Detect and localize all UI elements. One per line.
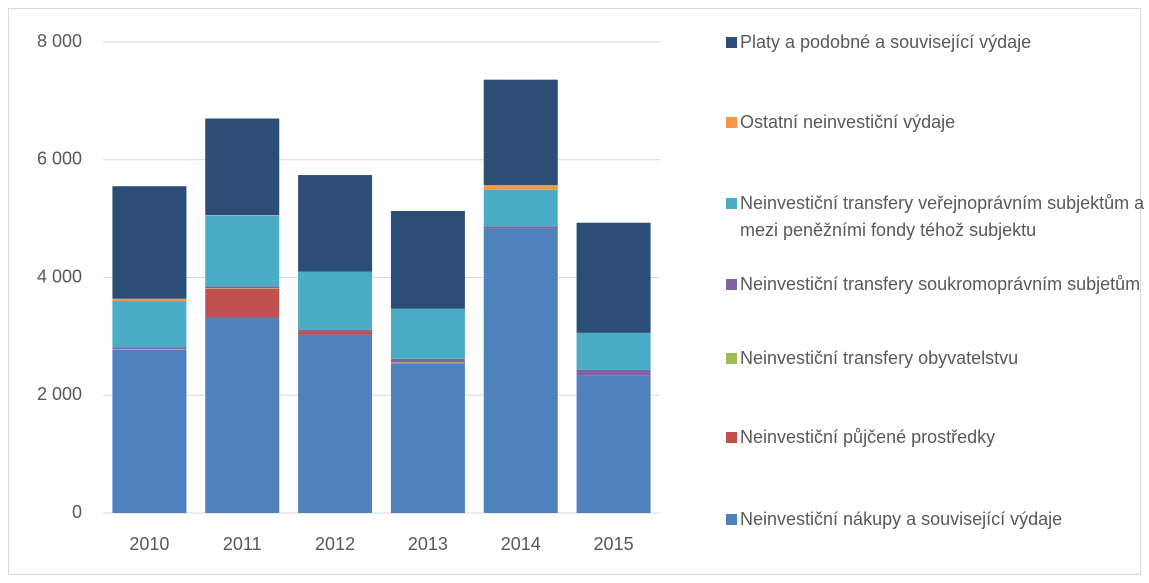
chart-border [8,8,1141,575]
x-tick-label: 2011 [223,534,262,554]
y-tick-label: 8 000 [37,31,82,51]
bar-segment [205,317,280,513]
legend-label: Neinvestiční půjčené prostředky [740,427,996,447]
y-tick-label: 4 000 [37,266,82,286]
bar-segment [298,331,373,335]
legend-label: Neinvestiční transfery soukromoprávním s… [740,274,1141,294]
bar-segment [205,215,280,287]
bar-segment [483,228,558,514]
bar-segment [112,301,187,348]
bar-segment [112,186,187,299]
bar-segment [112,347,187,350]
bar-segment [205,288,280,289]
x-tick-label: 2013 [408,534,448,554]
bar-segment [390,308,465,359]
bar-segment [576,332,651,370]
legend-swatch [726,353,737,364]
bar-segment [483,185,558,190]
legend-swatch [726,117,737,128]
x-tick-label: 2014 [501,534,541,554]
bar-segment [483,189,558,227]
legend-label: Neinvestiční transfery veřejnoprávním su… [740,193,1145,240]
y-tick-label: 6 000 [37,149,82,169]
bar-segment [390,358,465,363]
bar-segment [205,288,280,318]
legend-swatch [726,279,737,290]
bar-segment [576,222,651,333]
y-tick-label: 0 [72,502,82,522]
legend-swatch [726,37,737,48]
legend-label: Ostatní neinvestiční výdaje [740,112,956,132]
bar-segment [298,175,373,272]
legend-swatch [726,198,737,209]
bar-segment [205,118,280,216]
bar-segment [112,298,187,302]
bar-segment [112,349,187,513]
bar-segment [483,79,558,186]
bar-segment [483,226,558,229]
bar-segment [576,369,651,376]
legend-swatch [726,432,737,443]
bar-segment [298,329,373,332]
bar-segment [298,334,373,513]
bar-segment [390,210,465,309]
y-tick-label: 2 000 [37,384,82,404]
bar-segment [205,215,280,216]
legend-label: Neinvestiční transfery obyvatelstvu [740,348,1019,368]
x-tick-label: 2015 [594,534,634,554]
legend-swatch [726,514,737,525]
x-tick-label: 2010 [129,534,169,554]
legend-label: Neinvestiční nákupy a související výdaje [740,509,1063,529]
bar-segment [390,362,465,364]
x-tick-label: 2012 [315,534,355,554]
bar-segment [112,349,187,350]
bar-segment [576,375,651,513]
legend-label: Platy a podobné a související výdaje [740,32,1032,52]
bar-segment [298,271,373,330]
bar-segment [205,286,280,289]
bar-segment [390,363,465,513]
